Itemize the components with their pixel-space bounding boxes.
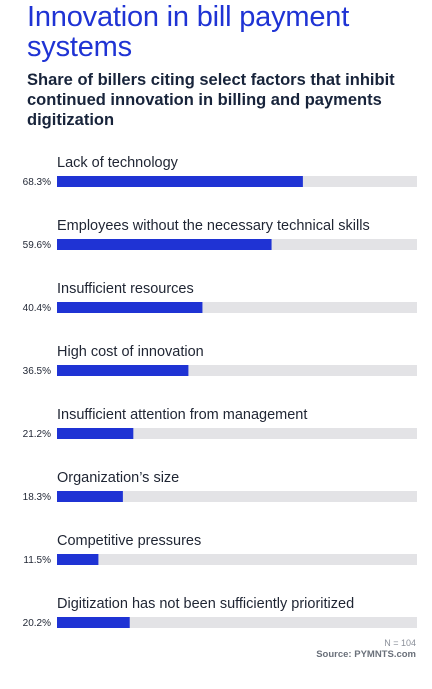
value-label: 40.4% [23, 303, 51, 314]
category-label: Insufficient attention from management [57, 407, 307, 423]
value-label: 36.5% [23, 366, 51, 377]
value-label: 68.3% [23, 177, 51, 188]
category-label: Lack of technology [57, 155, 179, 171]
bar [57, 428, 134, 439]
bar [57, 491, 123, 502]
category-label: Organization’s size [57, 470, 179, 486]
bar [57, 176, 303, 187]
bar-track [57, 554, 417, 565]
bar [57, 617, 130, 628]
value-label: 18.3% [23, 492, 51, 503]
chart-title: Innovation in bill payment systems [27, 1, 350, 63]
value-label: 59.6% [23, 240, 51, 251]
category-label: Insufficient resources [57, 281, 194, 297]
sample-size-note: N = 104 [384, 638, 416, 648]
bar-track [57, 491, 417, 502]
chart-subtitle: Share of billers citing select factors t… [27, 71, 395, 129]
bar-track [57, 617, 417, 628]
value-label: 20.2% [23, 618, 51, 629]
category-label: High cost of innovation [57, 344, 204, 360]
category-label: Competitive pressures [57, 533, 201, 549]
bar [57, 554, 99, 565]
category-label: Employees without the necessary technica… [57, 218, 370, 234]
bar [57, 302, 203, 313]
value-label: 11.5% [23, 555, 51, 566]
bar-track [57, 428, 417, 439]
category-label: Digitization has not been sufficiently p… [57, 596, 354, 612]
bar [57, 365, 189, 376]
bar [57, 239, 272, 250]
bar-chart: Lack of technology 68.3% Employees without… [23, 155, 417, 629]
value-label: 21.2% [23, 429, 51, 440]
source-note: Source: PYMNTS.com [316, 649, 416, 660]
bar-track [57, 302, 417, 313]
bar-track [57, 365, 417, 376]
